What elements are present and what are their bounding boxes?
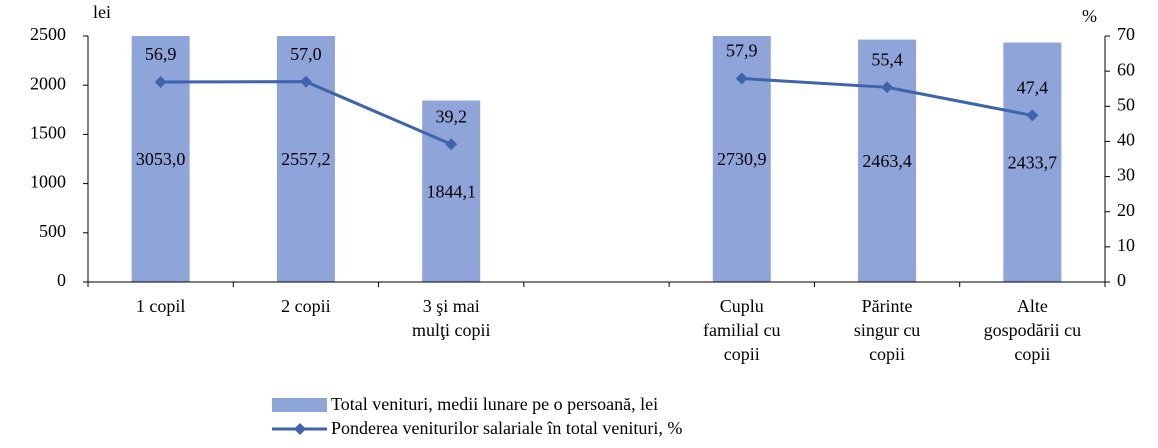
bar <box>1003 42 1062 282</box>
line-value-label: 39,2 <box>435 106 467 126</box>
y-tick-label: 2000 <box>30 73 66 93</box>
x-tick-label: 1 copil <box>136 296 186 316</box>
line-marker <box>881 81 894 94</box>
y2-tick-label: 50 <box>1117 94 1135 114</box>
line-value-label: 57,0 <box>290 44 322 64</box>
x-tick-label: mulţi copii <box>412 320 491 340</box>
line-value-label: 56,9 <box>145 44 177 64</box>
legend-swatch <box>272 398 327 412</box>
y2-tick-label: 30 <box>1117 165 1135 185</box>
line-marker <box>299 75 312 88</box>
bar <box>858 39 917 282</box>
y-tick-label: 500 <box>39 221 66 241</box>
x-tick-label: familial cu <box>703 320 780 340</box>
y-tick-label: 1000 <box>30 172 66 192</box>
x-tick-label: gospodării cu <box>984 320 1081 340</box>
legend-marker <box>294 423 306 435</box>
bar-value-label: 3053,0 <box>136 149 186 169</box>
x-tick-label: Alte <box>1017 296 1048 316</box>
y2-tick-label: 0 <box>1117 270 1126 290</box>
y-tick-label: 1500 <box>30 123 66 143</box>
y-tick-label: 0 <box>57 270 66 290</box>
x-tick-label: copii <box>1014 344 1050 364</box>
y-tick-label: 2500 <box>30 24 66 44</box>
bar <box>422 100 481 282</box>
y2-tick-label: 10 <box>1117 235 1135 255</box>
bars <box>131 36 1062 282</box>
bar-value-label: 1844,1 <box>426 181 476 201</box>
y2-tick-label: 70 <box>1117 24 1135 44</box>
y-axis-label: lei <box>93 2 111 22</box>
bar-value-label: 2433,7 <box>1008 152 1058 172</box>
line-value-label: 47,4 <box>1017 78 1049 98</box>
x-tick-label: copii <box>724 344 760 364</box>
y2-tick-label: 40 <box>1117 130 1135 150</box>
line-marker <box>445 138 458 151</box>
x-tick-label: copii <box>869 344 905 364</box>
x-tick-label: Părinte <box>862 296 913 316</box>
line-marker <box>154 76 167 89</box>
line-marker <box>735 72 748 85</box>
bar <box>131 36 190 282</box>
line-value-label: 55,4 <box>871 49 903 69</box>
bar-value-label: 2557,2 <box>281 149 331 169</box>
y2-tick-label: 20 <box>1117 200 1135 220</box>
y2-tick-label: 60 <box>1117 59 1135 79</box>
x-tick-label: 3 şi mai <box>423 296 480 316</box>
legend-label: Total venituri, medii lunare pe o persoa… <box>331 394 658 414</box>
bar-value-label: 2463,4 <box>862 151 912 171</box>
line-marker <box>1026 109 1039 122</box>
bar-value-label: 2730,9 <box>717 149 767 169</box>
x-tick-label: Cuplu <box>720 296 764 316</box>
x-tick-label: singur cu <box>854 320 921 340</box>
legend-label: Ponderea veniturilor salariale în total … <box>331 418 682 438</box>
y2-axis-label: % <box>1082 6 1097 26</box>
line-value-label: 57,9 <box>726 41 758 61</box>
x-tick-label: 2 copii <box>281 296 331 316</box>
